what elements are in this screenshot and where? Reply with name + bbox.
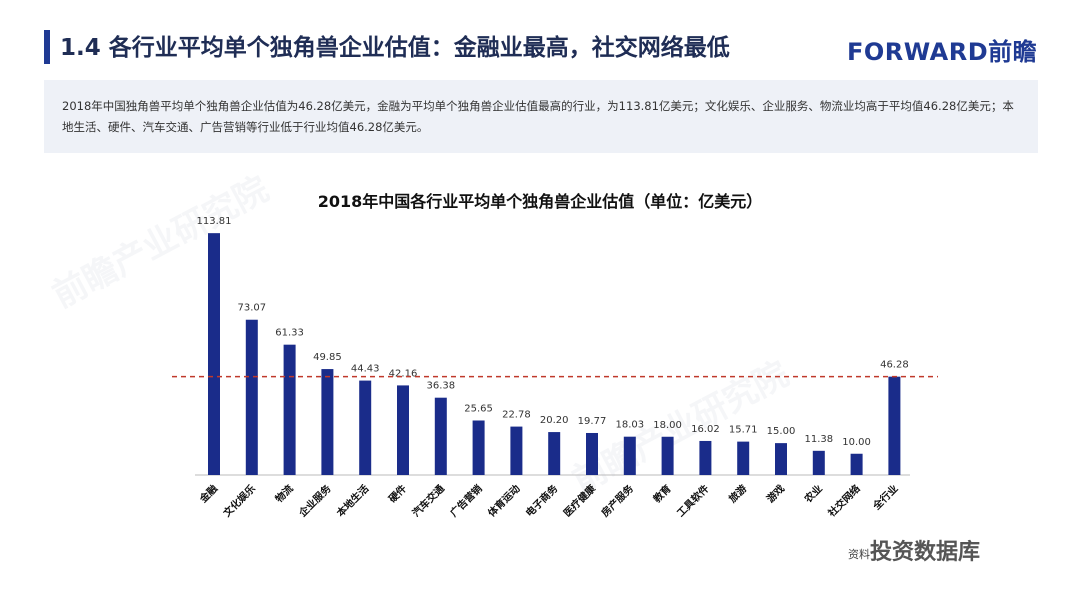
category-label: 本地生活 xyxy=(334,482,371,519)
bar xyxy=(775,443,787,475)
category-label: 农业 xyxy=(801,482,825,506)
bar xyxy=(888,376,901,475)
category-label: 汽车交通 xyxy=(409,482,446,519)
bar xyxy=(472,420,485,475)
bar xyxy=(850,453,863,475)
bar xyxy=(737,441,750,475)
bar xyxy=(586,432,598,475)
category-label: 工具软件 xyxy=(674,482,711,519)
page-title: 1.4 各行业平均单个独角兽企业估值：金融业最高，社交网络最低 xyxy=(60,35,730,61)
data-label: 25.65 xyxy=(464,403,493,414)
category-label: 游戏 xyxy=(764,482,787,505)
category-label: 金融 xyxy=(196,482,220,506)
data-label: 44.43 xyxy=(351,364,380,375)
data-label: 15.71 xyxy=(729,425,758,436)
category-label: 企业服务 xyxy=(295,481,334,520)
category-label: 体育运动 xyxy=(485,482,522,519)
bar xyxy=(623,436,636,475)
footer-watermark: 投资数据库 xyxy=(870,540,981,565)
bar xyxy=(245,319,258,475)
summary-box: 2018年中国独角兽平均单个独角兽企业估值为46.28亿美元，金融为平均单个独角… xyxy=(44,80,1038,153)
data-label: 18.00 xyxy=(653,420,682,431)
data-label: 42.16 xyxy=(389,368,418,379)
bar xyxy=(434,397,447,475)
category-label: 电子商务 xyxy=(523,481,561,519)
category-label: 物流 xyxy=(272,482,295,505)
data-label: 15.00 xyxy=(767,426,796,437)
data-label: 22.78 xyxy=(502,410,531,421)
bar xyxy=(661,436,674,475)
data-label: 46.28 xyxy=(880,360,909,371)
summary-text: 2018年中国独角兽平均单个独角兽企业估值为46.28亿美元，金融为平均单个独角… xyxy=(62,99,1014,134)
category-label: 全行业 xyxy=(869,482,900,513)
category-label: 教育 xyxy=(650,482,674,506)
category-label: 文化娱乐 xyxy=(220,482,257,519)
chart-title: 2018年中国各行业平均单个独角兽企业估值（单位：亿美元） xyxy=(317,192,763,211)
bar xyxy=(699,440,712,475)
bar xyxy=(812,450,825,475)
bar xyxy=(321,369,334,475)
data-label: 113.81 xyxy=(197,216,232,227)
title-accent-bar xyxy=(44,30,50,64)
bar xyxy=(548,432,561,475)
source-label: 资料 xyxy=(848,548,870,561)
data-label: 10.00 xyxy=(842,437,871,448)
data-label: 36.38 xyxy=(426,381,455,392)
category-label: 房产服务 xyxy=(598,481,636,519)
data-label: 73.07 xyxy=(237,303,266,314)
bar xyxy=(208,233,220,475)
brand-logo: FORWARD前瞻 xyxy=(847,38,1038,66)
bar xyxy=(510,426,523,475)
data-label: 20.20 xyxy=(540,415,569,426)
data-label: 61.33 xyxy=(275,328,304,339)
bar xyxy=(359,380,372,475)
data-label: 18.03 xyxy=(615,420,644,431)
data-label: 11.38 xyxy=(804,434,833,445)
bar xyxy=(397,385,409,475)
category-label: 旅游 xyxy=(726,482,749,505)
category-label: 硬件 xyxy=(386,482,409,505)
category-label: 广告营销 xyxy=(447,482,484,519)
bar xyxy=(283,344,296,475)
category-label: 医疗健康 xyxy=(561,481,599,519)
data-label: 19.77 xyxy=(578,416,607,427)
category-label: 社交网络 xyxy=(825,482,863,520)
data-label: 49.85 xyxy=(313,352,342,363)
data-label: 16.02 xyxy=(691,424,720,435)
